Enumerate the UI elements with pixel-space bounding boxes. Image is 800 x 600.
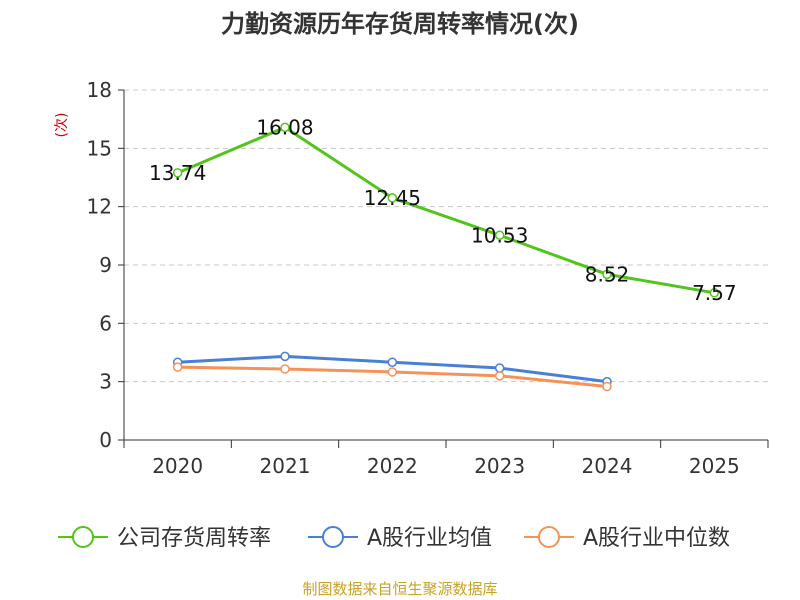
data-label: 7.57 — [692, 281, 737, 305]
legend-marker — [322, 526, 344, 548]
legend-label: 公司存货周转率 — [117, 526, 271, 551]
data-point — [387, 367, 398, 377]
data-point — [494, 371, 505, 381]
axes: 0 3 6 9 12 15 18 2020 2021 2022 2023 2024 2025 — [87, 78, 769, 478]
y-tick-label: 0 — [99, 428, 112, 452]
data-point — [280, 364, 290, 374]
legend-marker — [72, 526, 94, 548]
chart-title: 力勤资源历年存货周转率情况(次) — [221, 10, 579, 38]
x-tick-label: 2022 — [367, 454, 418, 478]
data-label: 16.08 — [256, 115, 313, 139]
y-tick-label: 18 — [87, 78, 112, 102]
x-tick-label: 2021 — [260, 454, 311, 478]
x-tick-label: 2020 — [152, 454, 203, 478]
data-labels: 13.74 16.08 12.45 10.53 8.52 7.57 — [149, 115, 737, 304]
x-tick-label: 2024 — [582, 454, 633, 478]
y-tick-label: 3 — [99, 370, 112, 394]
data-point — [602, 381, 612, 392]
data-point — [494, 363, 505, 373]
data-point — [387, 193, 398, 203]
y-tick-label: 12 — [87, 195, 112, 219]
x-tick-label: 2025 — [689, 454, 740, 478]
data-label: 12.45 — [364, 186, 421, 210]
data-point — [280, 122, 290, 133]
data-point — [172, 168, 183, 178]
data-point — [709, 288, 720, 298]
data-label: 10.53 — [471, 223, 528, 247]
legend-label: A股行业均值 — [367, 526, 492, 551]
grid-lines — [124, 89, 768, 383]
legend-label: A股行业中位数 — [583, 526, 730, 551]
series-line — [177, 125, 715, 295]
data-point — [280, 351, 290, 362]
data-label: 13.74 — [149, 161, 206, 185]
data-label: 8.52 — [585, 262, 630, 286]
source-note: 制图数据来自恒生聚源数据库 — [302, 580, 497, 598]
y-tick-label: 6 — [99, 311, 112, 335]
data-point — [387, 357, 398, 367]
legend-marker — [538, 526, 560, 548]
data-point — [494, 230, 505, 240]
data-point — [172, 362, 183, 372]
legend: 公司存货周转率 A股行业均值 A股行业中位数 — [58, 526, 730, 551]
x-tick-label: 2023 — [474, 454, 525, 478]
y-tick-label: 15 — [87, 136, 112, 160]
y-tick-label: 9 — [99, 253, 112, 277]
y-axis-label: (次) — [54, 113, 70, 138]
series-group — [172, 122, 720, 392]
data-point — [602, 269, 612, 280]
